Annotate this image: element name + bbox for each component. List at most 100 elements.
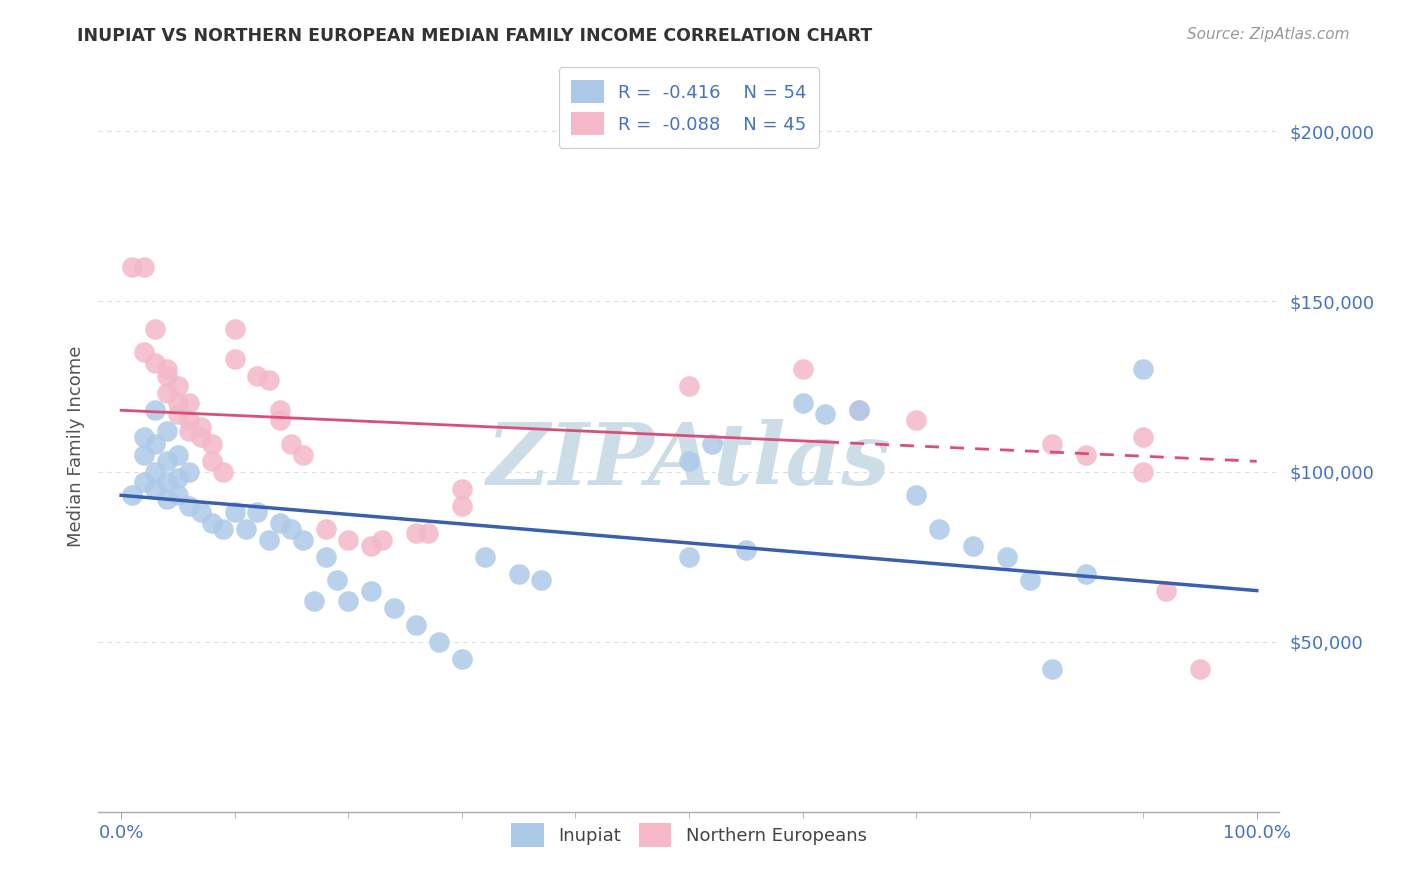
Point [155,491,177,506]
Point [155,454,177,468]
Point [291,448,314,462]
Point [848,403,870,417]
Point [269,413,291,427]
Point [132,345,155,359]
Legend: Inupiat, Northern Europeans: Inupiat, Northern Europeans [503,816,875,854]
Point [224,352,246,367]
Point [1040,662,1063,676]
Point [143,437,166,451]
Point [360,540,382,554]
Point [337,594,360,608]
Point [179,465,201,479]
Point [212,465,235,479]
Point [291,533,314,547]
Point [167,379,190,393]
Point [132,448,155,462]
Point [132,430,155,444]
Point [155,369,177,384]
Point [1076,566,1098,581]
Point [224,505,246,519]
Point [1076,448,1098,462]
Point [190,505,212,519]
Point [326,574,349,588]
Point [848,403,870,417]
Point [928,522,950,536]
Point [1132,362,1154,376]
Point [382,600,405,615]
Point [143,403,166,417]
Point [678,549,700,564]
Point [155,424,177,438]
Point [190,420,212,434]
Point [302,594,325,608]
Point [179,396,201,410]
Point [179,413,201,427]
Text: INUPIAT VS NORTHERN EUROPEAN MEDIAN FAMILY INCOME CORRELATION CHART: INUPIAT VS NORTHERN EUROPEAN MEDIAN FAMI… [77,27,873,45]
Point [155,475,177,489]
Point [1188,662,1211,676]
Point [1132,465,1154,479]
Point [315,549,337,564]
Point [167,448,190,462]
Point [167,396,190,410]
Point [212,522,235,536]
Point [905,413,928,427]
Point [962,540,984,554]
Point [167,471,190,485]
Point [121,488,143,502]
Point [143,482,166,496]
Point [132,475,155,489]
Point [167,407,190,421]
Point [530,574,553,588]
Point [905,488,928,502]
Point [734,542,756,557]
Point [995,549,1018,564]
Point [371,533,394,547]
Point [360,583,382,598]
Point [257,373,280,387]
Point [143,465,166,479]
Point [143,356,166,370]
Point [450,651,472,665]
Point [814,407,837,421]
Point [792,396,814,410]
Point [132,260,155,275]
Y-axis label: Median Family Income: Median Family Income [66,345,84,547]
Text: Source: ZipAtlas.com: Source: ZipAtlas.com [1187,27,1350,42]
Point [167,488,190,502]
Point [416,525,439,540]
Point [678,379,700,393]
Point [700,437,723,451]
Point [792,362,814,376]
Point [1154,583,1177,598]
Point [179,499,201,513]
Point [405,617,427,632]
Point [1018,574,1040,588]
Point [678,454,700,468]
Point [269,403,291,417]
Point [405,525,427,540]
Point [224,321,246,335]
Point [190,430,212,444]
Point [121,260,143,275]
Point [257,533,280,547]
Point [143,321,166,335]
Point [450,499,472,513]
Point [201,516,224,530]
Point [155,386,177,401]
Point [201,437,224,451]
Point [427,634,450,648]
Point [315,522,337,536]
Point [269,516,291,530]
Point [474,549,496,564]
Point [1040,437,1063,451]
Point [1132,430,1154,444]
Point [508,566,530,581]
Point [450,482,472,496]
Point [201,454,224,468]
Point [337,533,360,547]
Point [155,362,177,376]
Point [280,522,302,536]
Point [235,522,257,536]
Point [179,424,201,438]
